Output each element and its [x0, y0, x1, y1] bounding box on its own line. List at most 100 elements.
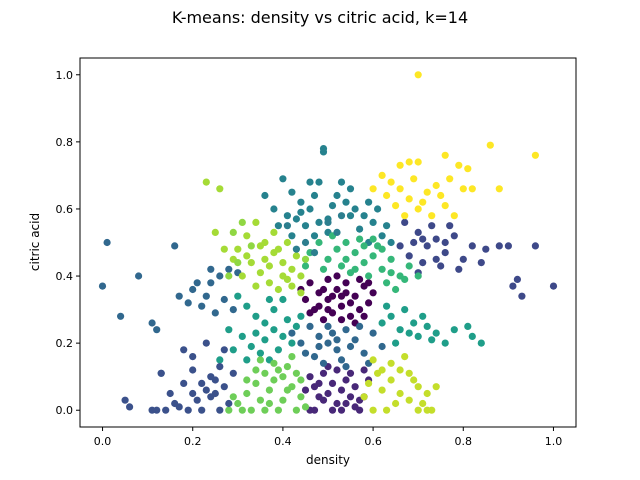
- scatter-point: [261, 336, 269, 344]
- scatter-point: [243, 376, 251, 384]
- scatter-point: [333, 399, 341, 408]
- scatter-point: [288, 188, 296, 196]
- scatter-point: [468, 242, 476, 250]
- scatter-point: [193, 279, 201, 287]
- scatter-point: [360, 393, 368, 401]
- scatter-point: [256, 356, 264, 364]
- scatter-point: [247, 242, 255, 250]
- scatter-point: [356, 306, 364, 314]
- scatter-point: [414, 332, 422, 340]
- scatter-point: [337, 386, 346, 394]
- scatter-point: [405, 262, 413, 270]
- scatter-point: [414, 71, 422, 79]
- scatter-point: [365, 198, 373, 206]
- scatter-point: [225, 326, 233, 334]
- scatter-point: [405, 369, 413, 377]
- scatter-point: [351, 403, 359, 411]
- scatter-point: [292, 322, 300, 330]
- scatter-point: [238, 406, 246, 414]
- scatter-point: [270, 359, 278, 367]
- scatter-point: [274, 245, 282, 253]
- scatter-point: [387, 312, 395, 320]
- scatter-point: [387, 269, 395, 277]
- scatter-point: [360, 212, 368, 220]
- scatter-point: [274, 285, 282, 294]
- scatter-point: [369, 235, 377, 243]
- scatter-point: [274, 346, 282, 354]
- scatter-point: [333, 245, 341, 253]
- scatter-point: [441, 202, 449, 210]
- scatter-point: [252, 282, 260, 290]
- scatter-point: [365, 379, 373, 387]
- scatter-point: [319, 359, 328, 367]
- scatter-point: [225, 265, 233, 273]
- scatter-points: [98, 71, 558, 414]
- scatter-point: [283, 275, 291, 283]
- scatter-point: [342, 376, 350, 384]
- scatter-point: [238, 332, 246, 340]
- scatter-point: [274, 406, 282, 414]
- scatter-point: [437, 191, 445, 200]
- x-axis-ticks: 0.0 0.2 0.4 0.6 0.8 1.0: [94, 427, 562, 448]
- scatter-point: [283, 316, 291, 324]
- scatter-point: [446, 175, 454, 183]
- scatter-point: [243, 356, 251, 364]
- scatter-point: [306, 322, 314, 330]
- scatter-point: [162, 406, 170, 414]
- scatter-point: [270, 376, 278, 384]
- scatter-point: [292, 406, 300, 414]
- scatter-point: [193, 396, 201, 404]
- scatter-point: [405, 396, 413, 404]
- scatter-point: [369, 252, 377, 260]
- scatter-point: [288, 339, 296, 347]
- scatter-point: [310, 383, 319, 391]
- scatter-point: [315, 238, 323, 247]
- scatter-point: [283, 386, 291, 394]
- scatter-point: [450, 212, 458, 220]
- scatter-point: [279, 332, 287, 340]
- scatter-point: [477, 339, 485, 347]
- scatter-point: [328, 202, 337, 210]
- y-tick-label: 0.4: [56, 270, 74, 283]
- scatter-point: [369, 329, 377, 337]
- scatter-point: [333, 228, 341, 236]
- scatter-point: [207, 265, 215, 273]
- scatter-point: [531, 151, 540, 159]
- scatter-point: [378, 171, 386, 179]
- scatter-point: [387, 178, 395, 186]
- scatter-point: [225, 406, 233, 414]
- scatter-point: [256, 242, 264, 250]
- scatter-point: [337, 178, 346, 186]
- scatter-point: [310, 232, 319, 240]
- scatter-point: [464, 322, 472, 330]
- scatter-point: [414, 205, 422, 213]
- scatter-point: [342, 238, 350, 247]
- scatter-point: [319, 285, 328, 294]
- scatter-point: [297, 208, 305, 216]
- scatter-point: [265, 279, 273, 287]
- scatter-point: [378, 232, 386, 240]
- scatter-point: [301, 386, 310, 394]
- scatter-point: [392, 339, 400, 347]
- scatter-point: [396, 185, 404, 193]
- scatter-point: [310, 353, 319, 361]
- scatter-point: [432, 181, 440, 190]
- scatter-point: [342, 326, 350, 334]
- scatter-point: [337, 292, 346, 300]
- scatter-point: [419, 259, 427, 267]
- scatter-point: [243, 232, 251, 240]
- scatter-point: [297, 289, 305, 297]
- scatter-point: [441, 339, 449, 347]
- scatter-point: [301, 403, 310, 411]
- scatter-point: [356, 322, 364, 330]
- scatter-point: [365, 279, 373, 287]
- scatter-point: [324, 218, 332, 226]
- scatter-point: [423, 406, 431, 414]
- scatter-point: [216, 185, 224, 193]
- x-tick-label: 0.8: [455, 435, 473, 448]
- scatter-point: [238, 218, 246, 226]
- scatter-point: [270, 306, 278, 314]
- scatter-point: [423, 242, 431, 250]
- scatter-point: [441, 238, 449, 247]
- scatter-point: [297, 312, 305, 320]
